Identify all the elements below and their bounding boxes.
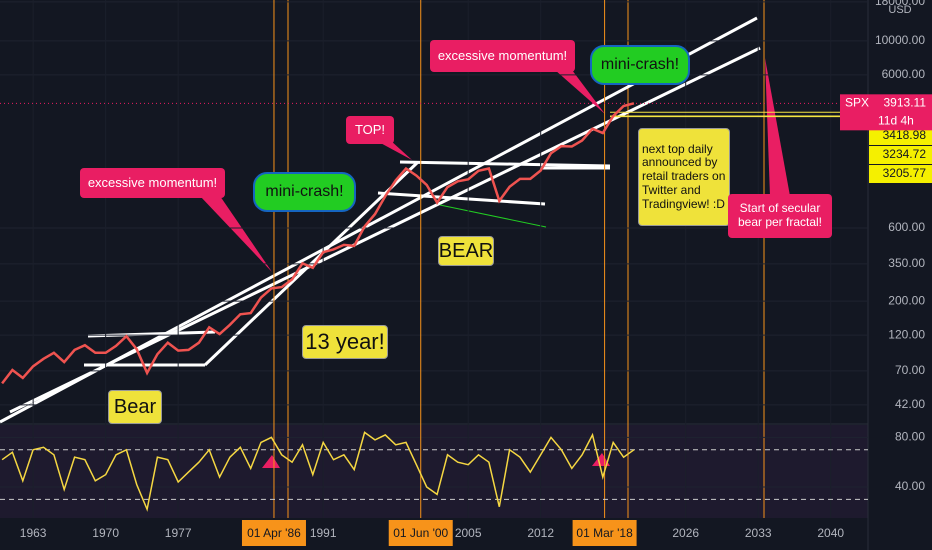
x-tick-label: 2026 [672, 526, 699, 540]
x-tick-label: 01 Mar '18 [576, 526, 633, 540]
countdown: 11d 4h [878, 113, 914, 127]
annotation: Bear [108, 390, 162, 424]
x-tick-label: 2005 [455, 526, 482, 540]
y-tick-label: 6000.00 [882, 67, 926, 81]
date-label-bg [388, 520, 453, 546]
trend-line [9, 46, 761, 414]
y-tick-label: 350.00 [888, 256, 925, 270]
y-tick-label: 40.00 [895, 479, 925, 493]
rsi-arrow [262, 455, 280, 468]
trend-line [377, 191, 546, 206]
date-label-bg [572, 520, 637, 546]
y-tick-label: 42.00 [895, 397, 925, 411]
annotation: next top daily announced by retail trade… [638, 128, 730, 226]
annotation: 13 year! [302, 325, 388, 359]
annotation: Start of secular bear per fractal! [728, 194, 832, 238]
y-tick-label: 10000.00 [875, 33, 925, 47]
pointer [200, 196, 272, 272]
x-tick-label: 01 Apr '86 [247, 526, 301, 540]
y-tick-label: 18000.00 [875, 0, 925, 8]
date-label-bg [241, 520, 306, 546]
series-name: SPX [845, 95, 869, 109]
annotation: BEAR [438, 236, 494, 266]
x-tick-label: 2033 [745, 526, 772, 540]
trend-line [439, 204, 547, 228]
pointer [765, 58, 790, 196]
x-tick-label: 2040 [817, 526, 844, 540]
y-tick-label: 600.00 [888, 220, 925, 234]
price-level-bg [869, 146, 932, 164]
last-price-bg [840, 94, 932, 131]
price-level-label: 3205.77 [883, 166, 927, 180]
y-tick-label: 80.00 [895, 430, 925, 444]
x-tick-label: 1991 [310, 526, 337, 540]
annotation: excessive momentum! [430, 40, 575, 72]
x-tick-label: 1970 [92, 526, 119, 540]
series-line [1, 431, 635, 512]
x-tick-label: 01 Jun '00 [393, 526, 448, 540]
x-tick-label: 1963 [20, 526, 47, 540]
trend-lines [0, 16, 761, 424]
price-level-bg [869, 165, 932, 183]
price-level-bg [869, 127, 932, 145]
last-price-label: 3913.11 [884, 95, 927, 109]
x-tick-label: 1977 [165, 526, 192, 540]
price-level-label: 3234.72 [883, 147, 927, 161]
x-tick-label: 2012 [527, 526, 554, 540]
pointer [375, 140, 412, 160]
annotation: TOP! [346, 116, 394, 144]
currency: USD [888, 4, 911, 16]
rsi-pane [0, 425, 868, 518]
annotation: mini-crash! [590, 45, 690, 85]
y-tick-label: 200.00 [888, 293, 925, 307]
y-tick-label: 120.00 [888, 327, 925, 341]
trend-line [399, 160, 611, 168]
price-level-label: 3418.98 [883, 128, 927, 142]
annotation: excessive momentum! [80, 168, 225, 198]
pointers [200, 58, 790, 468]
y-tick-label: 70.00 [895, 363, 925, 377]
series-line [1, 102, 635, 385]
rsi-arrow [592, 453, 610, 466]
annotation: mini-crash! [253, 172, 356, 212]
